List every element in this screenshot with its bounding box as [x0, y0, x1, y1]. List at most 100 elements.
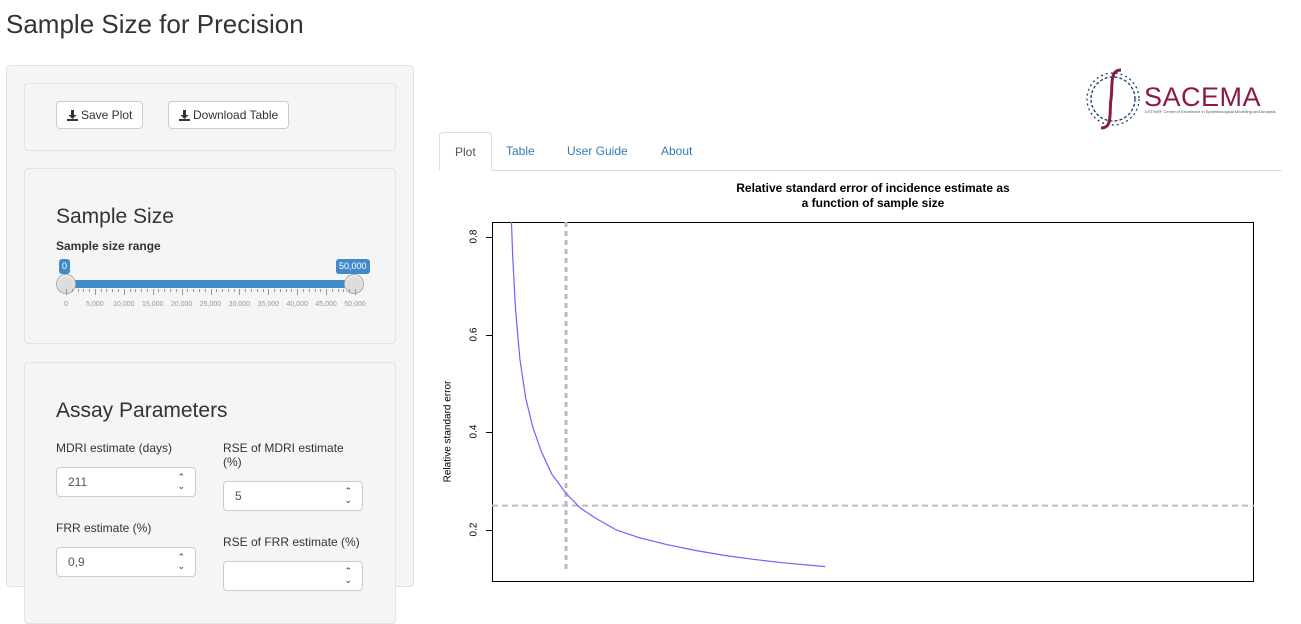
slider-tick: [123, 289, 125, 295]
frr-stepper[interactable]: ⌃ ⌄: [177, 552, 185, 571]
mdri-value: 211: [68, 475, 88, 489]
slider-max-bubble: 50,000: [336, 259, 370, 274]
slider-tick: [118, 289, 120, 292]
slider-tick: [135, 289, 137, 292]
logo-tagline: DST/NRF Centre of Excellence in Epidemio…: [1145, 109, 1276, 114]
assay-parameters-title: Assay Parameters: [56, 399, 228, 422]
slider-tick: [204, 289, 206, 292]
sidebar-panel: Save Plot Download Table Sample Size Sam…: [6, 65, 414, 624]
y-tick-mark: [486, 334, 492, 336]
slider-tick: [256, 289, 258, 292]
slider-tick: [250, 289, 252, 292]
slider-tick: [331, 289, 333, 292]
slider-tick: [355, 289, 356, 295]
slider-max-handle[interactable]: [344, 274, 364, 294]
main-tabs: Plot Table User Guide About: [439, 132, 1282, 171]
y-tick-label: 0.8: [468, 229, 480, 244]
slider-tick: [216, 289, 218, 292]
frr-value: 0,9: [68, 555, 85, 569]
slider-tick: [106, 289, 108, 292]
slider-tick: [175, 289, 177, 292]
y-tick-mark: [486, 237, 492, 238]
slider-tick: [308, 289, 310, 292]
y-tick-label: 0.2: [468, 522, 480, 537]
sample-size-well: Sample Size Sample size range: [24, 168, 396, 344]
slider-tick: [66, 289, 67, 295]
sacema-emblem-icon: [1086, 68, 1140, 130]
slider-tick: [349, 289, 351, 292]
slider-tick-label: 15,000: [141, 301, 164, 308]
slider-tick-label: 10,000: [113, 301, 135, 308]
save-plot-button[interactable]: Save Plot: [56, 101, 144, 129]
assay-parameters-well: Assay Parameters MDRI estimate (days) 21…: [24, 362, 396, 624]
slider-tick: [314, 289, 316, 292]
rse-frr-stepper[interactable]: ⌃ ⌄: [344, 566, 352, 585]
slider-tick: [112, 289, 114, 292]
slider-min-bubble: 0: [59, 259, 71, 274]
download-icon: [179, 109, 190, 121]
logo-name: SACEMA: [1144, 82, 1262, 112]
slider-tick-label: 45,000: [315, 301, 337, 308]
rse-frr-input[interactable]: ⌃ ⌄: [223, 561, 363, 591]
slider-tick: [198, 289, 200, 292]
tab-plot[interactable]: Plot: [439, 132, 492, 171]
slider-tick: [268, 289, 270, 295]
mdri-input[interactable]: 211 ⌃ ⌄: [56, 467, 196, 497]
slider-tick: [227, 289, 229, 292]
rse-mdri-value: 5: [235, 489, 242, 503]
slider-tick: [245, 289, 247, 292]
slider-tick: [320, 289, 322, 292]
y-tick-mark: [486, 432, 492, 434]
slider-tick: [141, 289, 143, 292]
tab-table[interactable]: Table: [506, 144, 535, 158]
y-tick-mark: [486, 530, 492, 531]
plot-title-line-2: a function of sample size: [801, 196, 945, 210]
rse-curve: [510, 222, 826, 568]
slider-tick: [94, 289, 96, 295]
slider-tick: [164, 289, 166, 292]
slider-tick: [279, 289, 281, 292]
chart-area: [492, 222, 1254, 569]
y-tick-label: 0.6: [468, 327, 480, 342]
slider-tick: [146, 289, 148, 292]
rse-frr-label: RSE of FRR estimate (%): [223, 535, 360, 549]
mdri-stepper[interactable]: ⌃ ⌄: [177, 472, 185, 491]
slider-tick: [129, 289, 131, 292]
slider-tick-label: 25,000: [199, 301, 222, 308]
slider-track[interactable]: [66, 280, 355, 288]
slider-tick: [285, 289, 287, 292]
slider-tick-label: 5,000: [86, 301, 104, 308]
download-table-button[interactable]: Download Table: [168, 101, 290, 129]
slider-tick: [302, 289, 304, 292]
download-icon: [67, 109, 78, 121]
actions-well: Save Plot Download Table: [24, 83, 396, 151]
slider-tick-label: 20,000: [170, 301, 193, 308]
save-plot-label: Save Plot: [81, 108, 133, 122]
sample-size-title: Sample Size: [56, 205, 174, 228]
slider-tick-label: 40,000: [286, 301, 308, 308]
rse-mdri-stepper[interactable]: ⌃ ⌄: [344, 486, 352, 505]
slider-tick: [187, 289, 189, 292]
sample-size-slider[interactable]: 0 50,000 0 5,000 10,000 15,000 20,000 25,000 3…: [25, 0, 370, 308]
slider-tick: [152, 289, 154, 295]
slider-tick: [326, 289, 328, 295]
y-tick-label: 0.4: [468, 424, 480, 439]
slider-tick-label: 50,000: [344, 301, 366, 308]
slider-tick: [239, 289, 241, 295]
slider-tick: [222, 289, 224, 292]
frr-input[interactable]: 0,9 ⌃ ⌄: [56, 547, 196, 577]
slider-tick: [170, 289, 172, 292]
slider-tick: [71, 289, 73, 292]
slider-tick: [193, 289, 195, 292]
tab-about[interactable]: About: [661, 144, 693, 158]
slider-tick: [291, 289, 293, 292]
slider-tick-label: 35,000: [257, 301, 280, 308]
tab-user-guide[interactable]: User Guide: [567, 144, 628, 158]
slider-tick: [181, 289, 183, 295]
page-title: Sample Size for Precision: [6, 9, 304, 39]
slider-tick: [262, 289, 264, 292]
slider-tick: [158, 289, 160, 292]
rse-mdri-input[interactable]: 5 ⌃ ⌄: [223, 481, 363, 511]
slider-tick: [100, 289, 102, 292]
slider-tick-label: 30,000: [228, 301, 251, 308]
